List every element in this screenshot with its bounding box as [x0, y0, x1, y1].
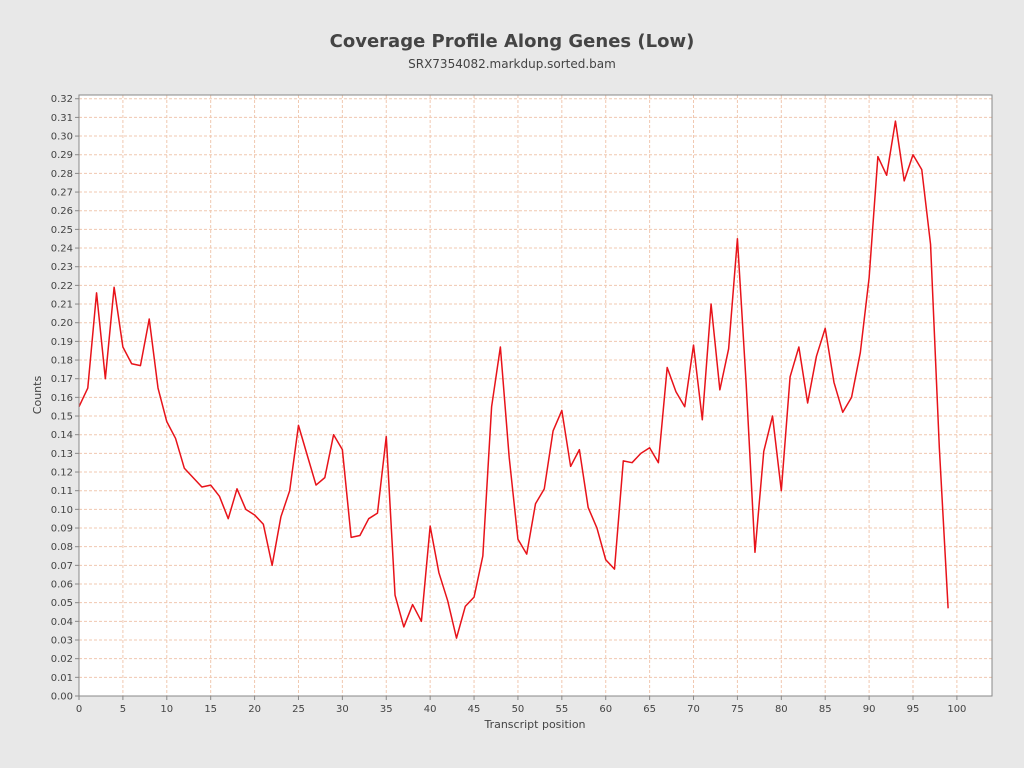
y-tick-label: 0.17: [51, 374, 73, 385]
plot-area: [79, 95, 992, 696]
chart-subtitle: SRX7354082.markdup.sorted.bam: [408, 57, 616, 71]
y-tick-label: 0.06: [51, 580, 73, 591]
y-tick-label: 0.18: [51, 356, 73, 367]
y-tick-label: 0.16: [51, 393, 73, 404]
x-tick-label: 45: [468, 704, 481, 715]
y-tick-label: 0.05: [51, 598, 73, 609]
x-axis-title: Transcript position: [483, 718, 585, 731]
y-tick-label: 0.02: [51, 654, 73, 665]
x-tick-label: 35: [380, 704, 393, 715]
x-tick-label: 55: [555, 704, 568, 715]
y-tick-label: 0.09: [51, 524, 73, 535]
y-tick-label: 0.19: [51, 337, 73, 348]
x-tick-label: 85: [819, 704, 832, 715]
x-tick-label: 60: [599, 704, 612, 715]
y-tick-label: 0.12: [51, 468, 73, 479]
y-tick-label: 0.27: [51, 188, 73, 199]
y-tick-label: 0.21: [51, 300, 73, 311]
y-axis-title: Counts: [31, 376, 44, 415]
y-tick-label: 0.29: [51, 150, 73, 161]
axis-ticks: 0.00 0.01 0.02 0.03 0.04 0.05 0.06 0.07 0.08 0.09…: [51, 94, 967, 715]
y-tick-label: 0.11: [51, 486, 73, 497]
x-tick-label: 70: [687, 704, 700, 715]
y-tick-label: 0.30: [51, 132, 73, 143]
x-tick-label: 50: [512, 704, 525, 715]
y-tick-label: 0.03: [51, 636, 73, 647]
y-tick-label: 0.26: [51, 206, 73, 217]
y-tick-label: 0.32: [51, 94, 73, 105]
y-tick-label: 0.14: [51, 430, 73, 441]
x-tick-label: 20: [248, 704, 261, 715]
chart-title: Coverage Profile Along Genes (Low): [329, 31, 695, 52]
x-tick-label: 80: [775, 704, 788, 715]
x-tick-label: 30: [336, 704, 349, 715]
y-tick-label: 0.01: [51, 673, 73, 684]
x-tick-label: 100: [947, 704, 966, 715]
y-tick-label: 0.07: [51, 561, 73, 572]
x-tick-label: 65: [643, 704, 656, 715]
y-tick-label: 0.28: [51, 169, 73, 180]
y-tick-label: 0.31: [51, 113, 73, 124]
x-tick-label: 95: [907, 704, 920, 715]
y-tick-label: 0.08: [51, 542, 73, 553]
x-tick-label: 5: [120, 704, 126, 715]
plot-border: [78, 94, 993, 697]
x-tick-label: 15: [204, 704, 217, 715]
x-tick-label: 10: [160, 704, 173, 715]
x-tick-label: 0: [76, 704, 82, 715]
x-tick-label: 75: [731, 704, 744, 715]
y-tick-label: 0.23: [51, 262, 73, 273]
y-tick-label: 0.10: [51, 505, 73, 516]
y-tick-label: 0.04: [51, 617, 73, 628]
y-tick-label: 0.00: [51, 692, 73, 703]
y-tick-label: 0.24: [51, 244, 73, 255]
y-tick-label: 0.20: [51, 318, 73, 329]
x-tick-label: 90: [863, 704, 876, 715]
coverage-series-line: [78, 120, 949, 639]
y-tick-label: 0.13: [51, 449, 73, 460]
y-tick-label: 0.25: [51, 225, 73, 236]
x-tick-label: 40: [424, 704, 437, 715]
y-tick-label: 0.22: [51, 281, 73, 292]
x-tick-label: 25: [292, 704, 305, 715]
y-tick-label: 0.15: [51, 412, 73, 423]
